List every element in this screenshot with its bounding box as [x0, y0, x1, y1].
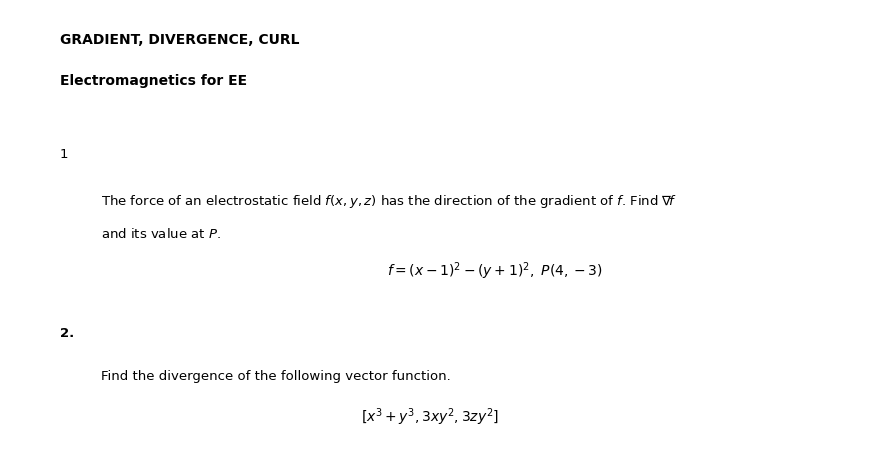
Text: 2.: 2. — [60, 326, 74, 339]
Text: Electromagnetics for EE: Electromagnetics for EE — [60, 74, 247, 88]
Text: $[x^3 + y^3, 3xy^2, 3zy^2]$: $[x^3 + y^3, 3xy^2, 3zy^2]$ — [361, 406, 499, 427]
Text: The force of an electrostatic field $f(x, y, z)$ has the direction of the gradie: The force of an electrostatic field $f(x… — [101, 193, 677, 210]
Text: GRADIENT, DIVERGENCE, CURL: GRADIENT, DIVERGENCE, CURL — [60, 33, 299, 47]
Text: Find the divergence of the following vector function.: Find the divergence of the following vec… — [101, 369, 451, 382]
Text: $f = (x-1)^2 - (y+1)^2,\ P(4,-3)$: $f = (x-1)^2 - (y+1)^2,\ P(4,-3)$ — [387, 259, 603, 281]
Text: and its value at $P$.: and its value at $P$. — [101, 226, 221, 240]
Text: 1: 1 — [60, 148, 69, 160]
